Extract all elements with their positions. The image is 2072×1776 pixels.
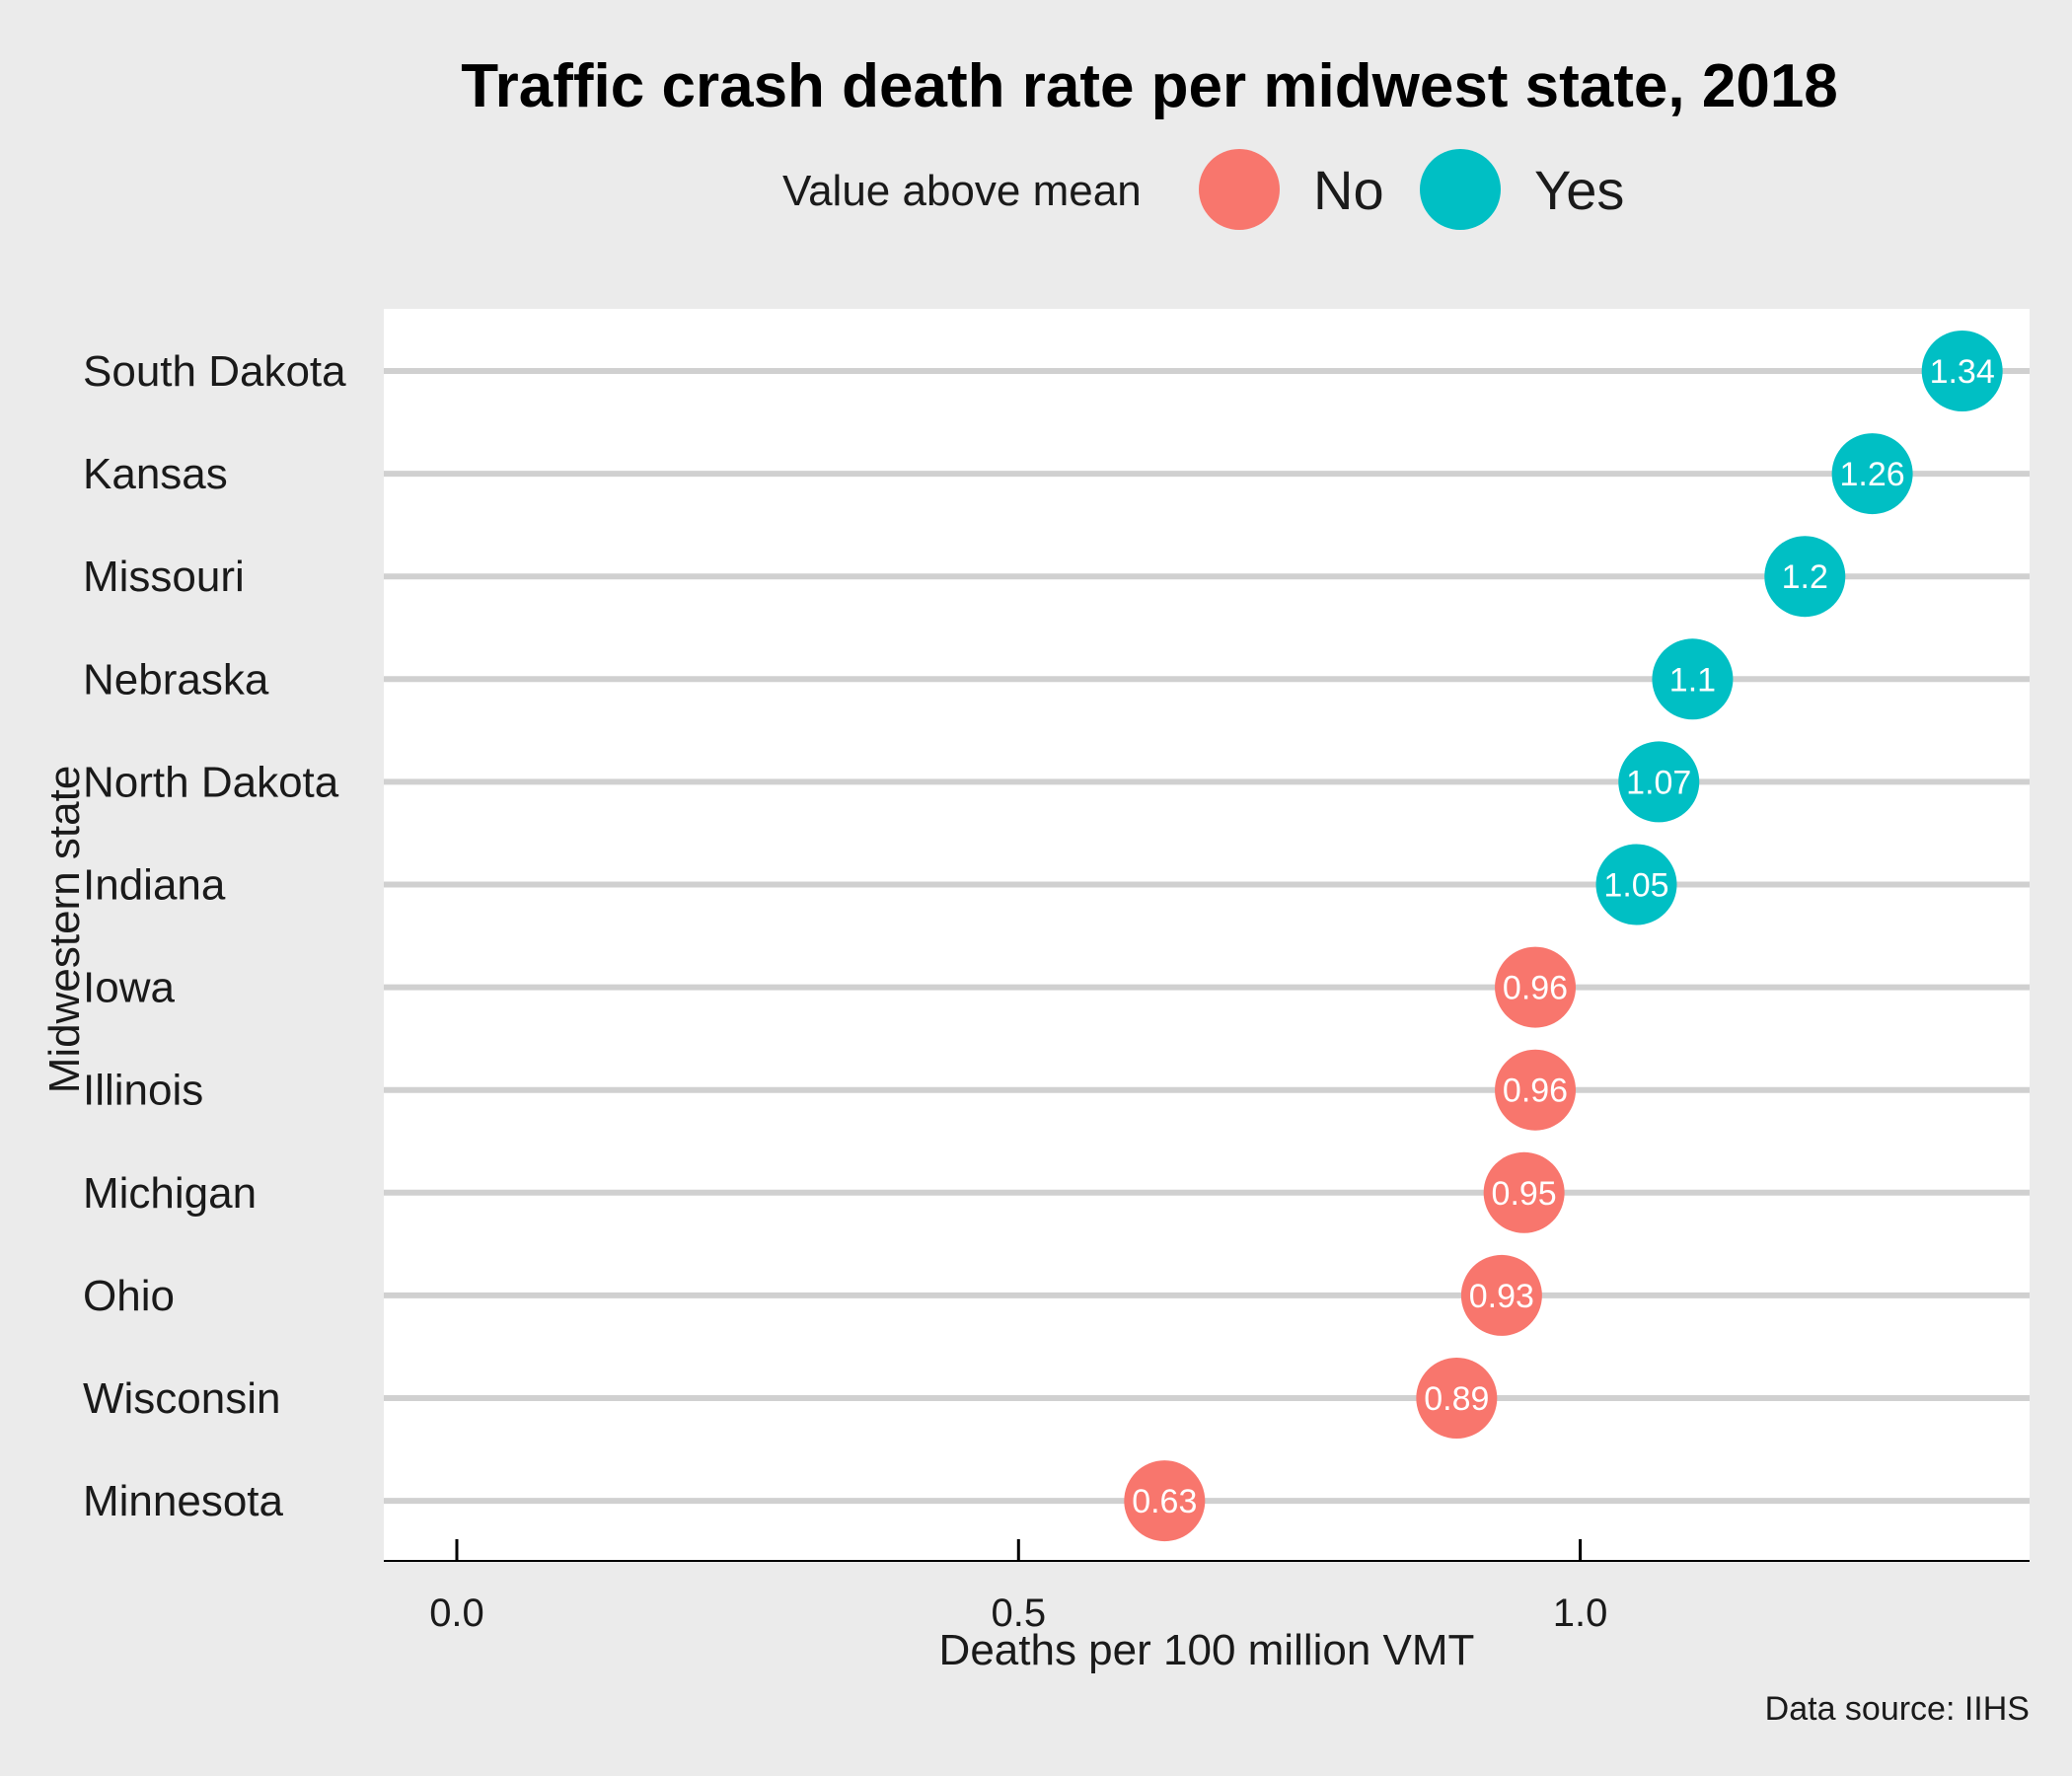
data-label: 0.93 [1469, 1278, 1534, 1315]
y-axis-title: Midwestern state [40, 766, 89, 1094]
data-point [1764, 536, 1846, 618]
data-label: 1.26 [1840, 456, 1905, 493]
data-point [1416, 1358, 1498, 1439]
data-points: 1.34 1.26 1.2 1.1 1.07 1.05 0.96 0.96 0.95 0.93 0.… [1124, 331, 2003, 1542]
chart-caption: Data source: IIHS [1765, 1690, 2030, 1728]
legend-label-no: No [1313, 159, 1384, 221]
category-label: Illinois [83, 1067, 203, 1115]
data-label: 1.34 [1930, 353, 1995, 391]
category-label: Minnesota [83, 1477, 284, 1525]
legend-key-yes [1420, 149, 1501, 230]
data-label: 1.07 [1626, 764, 1691, 801]
legend-label-yes: Yes [1534, 159, 1624, 221]
data-label: 1.05 [1603, 867, 1668, 905]
x-tick-label: 0.5 [991, 1591, 1046, 1635]
data-label: 1.1 [1669, 661, 1716, 699]
data-label: 0.63 [1132, 1483, 1197, 1520]
category-label: South Dakota [83, 347, 346, 396]
x-axis-title: Deaths per 100 million VMT [939, 1626, 1475, 1674]
data-point [1495, 946, 1577, 1028]
category-label: North Dakota [83, 758, 339, 806]
category-label: Nebraska [83, 655, 269, 703]
data-point [1460, 1254, 1542, 1336]
category-label: Missouri [83, 553, 245, 601]
category-label: Indiana [83, 861, 226, 910]
data-label: 0.96 [1503, 1073, 1568, 1110]
data-point [1495, 1049, 1577, 1131]
y-axis-labels: South Dakota Kansas Missouri Nebraska North … [83, 347, 346, 1525]
data-label: 0.95 [1492, 1175, 1557, 1213]
data-point [1595, 844, 1677, 925]
data-point [1921, 331, 2003, 411]
legend-title: Value above mean [782, 167, 1142, 215]
data-label: 0.89 [1424, 1380, 1489, 1418]
category-label: Ohio [83, 1272, 175, 1320]
data-point [1652, 638, 1734, 720]
category-label: Kansas [83, 450, 228, 498]
data-label: 0.96 [1503, 970, 1568, 1007]
data-point [1618, 741, 1700, 823]
data-point [1483, 1151, 1565, 1233]
data-point [1124, 1460, 1206, 1542]
category-label: Iowa [83, 964, 175, 1012]
x-axis-ticks: 0.0 0.5 1.0 [429, 1539, 1607, 1635]
legend-key-no [1199, 149, 1280, 230]
gridlines [384, 368, 2030, 1505]
x-tick-label: 0.0 [429, 1591, 484, 1635]
legend: Value above mean No Yes [782, 149, 1624, 230]
x-tick-label: 1.0 [1553, 1591, 1608, 1635]
chart-title: Traffic crash death rate per midwest sta… [461, 52, 1838, 120]
data-label: 1.2 [1782, 558, 1828, 596]
data-point [1831, 433, 1913, 515]
plot-panel [384, 309, 2030, 1560]
category-label: Michigan [83, 1169, 257, 1218]
category-label: Wisconsin [83, 1374, 281, 1423]
